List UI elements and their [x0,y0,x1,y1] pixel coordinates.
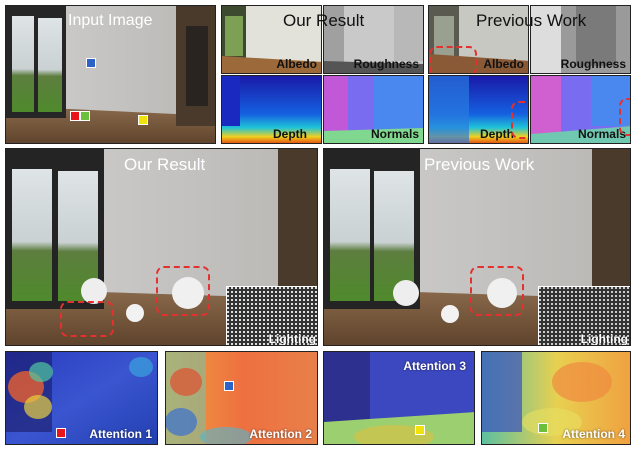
attention-4-marker [538,423,548,433]
prev-lighting-inset: Lighting [538,286,630,346]
attention-3-map: Attention 3 [323,351,475,445]
input-image-panel: Input Image [5,5,216,144]
prev-roughness-label: Roughness [560,57,626,71]
attention-3-marker [415,425,425,435]
our-lighting-label: Lighting [268,332,316,346]
attention-2-map: Attention 2 [165,351,318,445]
marker-yellow [138,115,148,125]
our-roughness: Roughness [323,5,424,74]
marker-red [70,111,80,121]
previous-work-grid: Albedo Roughness Depth Normals Previous … [428,5,631,144]
prev-albedo-highlight [429,46,477,73]
attention-4-map: Attention 4 [481,351,631,445]
prev-normals: Normals [530,75,631,144]
marker-green [80,111,90,121]
input-image-title: Input Image [68,12,153,29]
our-albedo-label: Albedo [276,57,317,71]
prev-depth-highlight [511,101,528,139]
previous-work-render: Previous Work Lighting [323,148,631,346]
prev-lighting-label: Lighting [580,332,628,346]
our-result-grid: Albedo Roughness Depth Normals Our Resul… [221,5,424,144]
attention-2-marker [224,381,234,391]
attention-1-marker [56,428,66,438]
our-highlight-left [60,301,114,337]
our-normals: Normals [323,75,424,144]
our-lighting-inset: Lighting [226,286,317,346]
our-normals-label: Normals [370,127,419,141]
attention-1-map: Attention 1 [5,351,158,445]
prev-highlight-right [470,266,524,316]
our-roughness-label: Roughness [353,57,419,71]
prev-depth: Depth [428,75,529,144]
prev-albedo-label: Albedo [483,57,524,71]
prev-normals-label: Normals [577,127,626,141]
prev-normals-highlight [619,98,630,136]
attention-3-label: Attention 3 [403,359,466,373]
our-depth-label: Depth [273,127,307,141]
attention-2-label: Attention 2 [249,427,312,441]
our-albedo: Albedo [221,5,322,74]
attention-1-label: Attention 1 [89,427,152,441]
our-result-render: Our Result Lighting [5,148,318,346]
our-highlight-right [156,266,210,316]
our-depth: Depth [221,75,322,144]
marker-blue [86,58,96,68]
our-result-title: Our Result [124,155,206,174]
previous-work-title: Previous Work [424,155,535,174]
prev-albedo: Albedo [428,5,529,74]
attention-4-label: Attention 4 [562,427,625,441]
our-result-title-top: Our Result [283,11,365,30]
previous-work-title-top: Previous Work [476,11,587,30]
prev-roughness: Roughness [530,5,631,74]
input-image-scene [6,6,215,143]
prev-depth-label: Depth [480,127,514,141]
